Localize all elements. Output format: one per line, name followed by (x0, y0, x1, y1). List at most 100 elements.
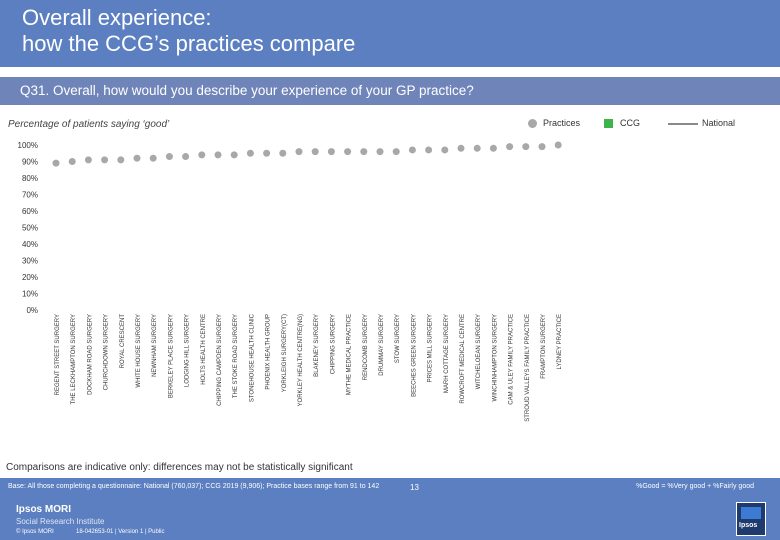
y-tick-label: 0% (26, 306, 38, 315)
practice-point (473, 144, 481, 152)
practice-point (214, 151, 222, 159)
category-label: PHOENIX HEALTH GROUP (266, 314, 272, 390)
footer: Base: All those completing a questionnai… (0, 478, 780, 540)
practice-point (327, 148, 335, 156)
question-bar: Q31. Overall, how would you describe you… (0, 77, 780, 105)
category-label: STONEHOUSE HEALTH CLINIC (249, 313, 255, 402)
practice-point (522, 143, 530, 151)
category-label: BEECHES GREEN SURGERY (411, 314, 417, 397)
chart-subtitle: Percentage of patients saying ‘good’ (8, 119, 170, 130)
y-tick-label: 10% (22, 290, 38, 299)
category-label: NEWNHAM SURGERY (152, 314, 158, 377)
practice-point (538, 143, 546, 151)
category-label: CHURCHDOWN SURGERY (104, 314, 110, 390)
practices-legend-label: Practices (543, 118, 581, 128)
category-label: WHITE HOUSE SURGERY (136, 314, 142, 388)
y-tick-label: 80% (22, 174, 38, 183)
practice-point (101, 156, 109, 164)
practice-point (68, 158, 76, 165)
category-label: BLAKENEY SURGERY (314, 314, 320, 377)
category-label: BERKELEY PLACE SURGERY (168, 314, 174, 398)
y-tick-label: 50% (22, 224, 38, 233)
category-label: LODGING HILL SURGERY (185, 314, 191, 387)
ipsos-logo-text: Ipsos (739, 522, 758, 529)
practice-point (279, 149, 287, 157)
practice-point (182, 153, 190, 161)
y-tick-label: 70% (22, 191, 38, 200)
category-label: CHIPPING CAMPDEN SURGERY (217, 314, 223, 406)
practice-point (425, 146, 433, 154)
social-research-institute-text: Social Research Institute (16, 517, 105, 526)
category-label: YORKLEIGH SURGERY(CT) (282, 314, 288, 392)
practice-point (117, 156, 125, 164)
category-label: DRUMMAY SURGERY (379, 314, 385, 376)
practice-point (198, 151, 206, 159)
category-label: DOCKHAM ROAD SURGERY (87, 314, 93, 395)
category-label: WINCHINHAMPTON SURGERY (492, 314, 498, 401)
practice-point (376, 148, 384, 156)
practice-point (360, 148, 368, 156)
national-legend-label: National (702, 118, 736, 128)
y-tick-label: 100% (18, 141, 38, 150)
title-line-2: how the CCG’s practices compare (22, 31, 356, 56)
practice-point (344, 148, 352, 156)
copyright: © Ipsos MORI (16, 529, 54, 535)
question-text: Q31. Overall, how would you describe you… (20, 83, 474, 98)
category-label: PRICES MILL SURGERY (428, 314, 434, 382)
practice-point (149, 154, 157, 162)
category-label: STROUD VALLEYS FAMILY PRACTICE (525, 314, 531, 422)
header-banner: Overall experience: how the CCG’s practi… (0, 0, 780, 67)
practice-point (246, 149, 254, 157)
category-label: REGENT STREET SURGERY (55, 314, 61, 395)
practice-point (311, 148, 319, 156)
practice-point (84, 156, 92, 164)
y-tick-label: 20% (22, 273, 38, 282)
category-label: MARH COTTAGE SURGERY (444, 314, 450, 393)
practice-point (489, 144, 497, 152)
practice-point (263, 149, 271, 157)
category-label: LYDNEY PRACTICE (557, 314, 563, 369)
calculation-note: %Good = %Very good + %Fairly good (636, 483, 754, 490)
category-label: STOW SURGERY (395, 314, 401, 363)
base-note: Base: All those completing a questionnai… (8, 483, 380, 490)
practice-point (295, 148, 303, 156)
practice-point (441, 146, 449, 154)
practice-point (457, 144, 465, 152)
practice-point (392, 148, 400, 156)
practice-point (408, 146, 416, 154)
y-tick-label: 40% (22, 240, 38, 249)
category-label: MYTHE MEDICAL PRACTICE (347, 314, 353, 395)
category-label: CAM & ULEY FAMILY PRACTICE (509, 314, 515, 405)
national-legend-swatch (668, 123, 698, 125)
practice-point (230, 151, 238, 159)
category-label: FRAMPTON SURGERY (541, 314, 547, 379)
category-label: THE LECKHAMPTON SURGERY (71, 314, 77, 404)
comparison-note: Comparisons are indicative only: differe… (6, 462, 353, 473)
practice-point (52, 159, 60, 167)
category-label: THE STOKE ROAD SURGERY (233, 314, 239, 398)
ccg-legend-swatch (604, 119, 613, 128)
chart-area: 0% 10% 20% 30% 40% 50% 60% 70% 80% 90% 100% REGENT … (18, 141, 564, 422)
practice-point (554, 141, 562, 149)
practice-point (133, 154, 141, 162)
practice-point (506, 143, 514, 151)
category-label: WITCHELOEAN SURGERY (476, 314, 482, 389)
practice-point (165, 153, 173, 161)
ipsos-mori-logo-text: Ipsos MORI (16, 504, 72, 515)
practices-legend-swatch (528, 119, 537, 128)
category-label: ROYAL CRESCENT (120, 314, 126, 369)
ccg-legend-label: CCG (620, 118, 640, 128)
category-label: CHIPPING SURGERY (330, 314, 336, 374)
ipsos-logo-icon (741, 507, 761, 519)
title-line-1: Overall experience: (22, 5, 212, 30)
page-title: Overall experience: how the CCG’s practi… (22, 5, 355, 57)
ipsos-logo: Ipsos (736, 502, 766, 536)
category-label: YORKLEY HEALTH CENTRE(NG) (298, 314, 304, 406)
category-label: HOLTS HEALTH CENTRE (201, 314, 207, 385)
job-reference: 18-042653-01 | Version 1 | Public (76, 529, 165, 535)
category-label: RENDCOMB SURGERY (363, 314, 369, 380)
page-number: 13 (410, 483, 419, 492)
y-tick-label: 90% (22, 158, 38, 167)
y-tick-label: 30% (22, 257, 38, 266)
y-tick-label: 60% (22, 207, 38, 216)
